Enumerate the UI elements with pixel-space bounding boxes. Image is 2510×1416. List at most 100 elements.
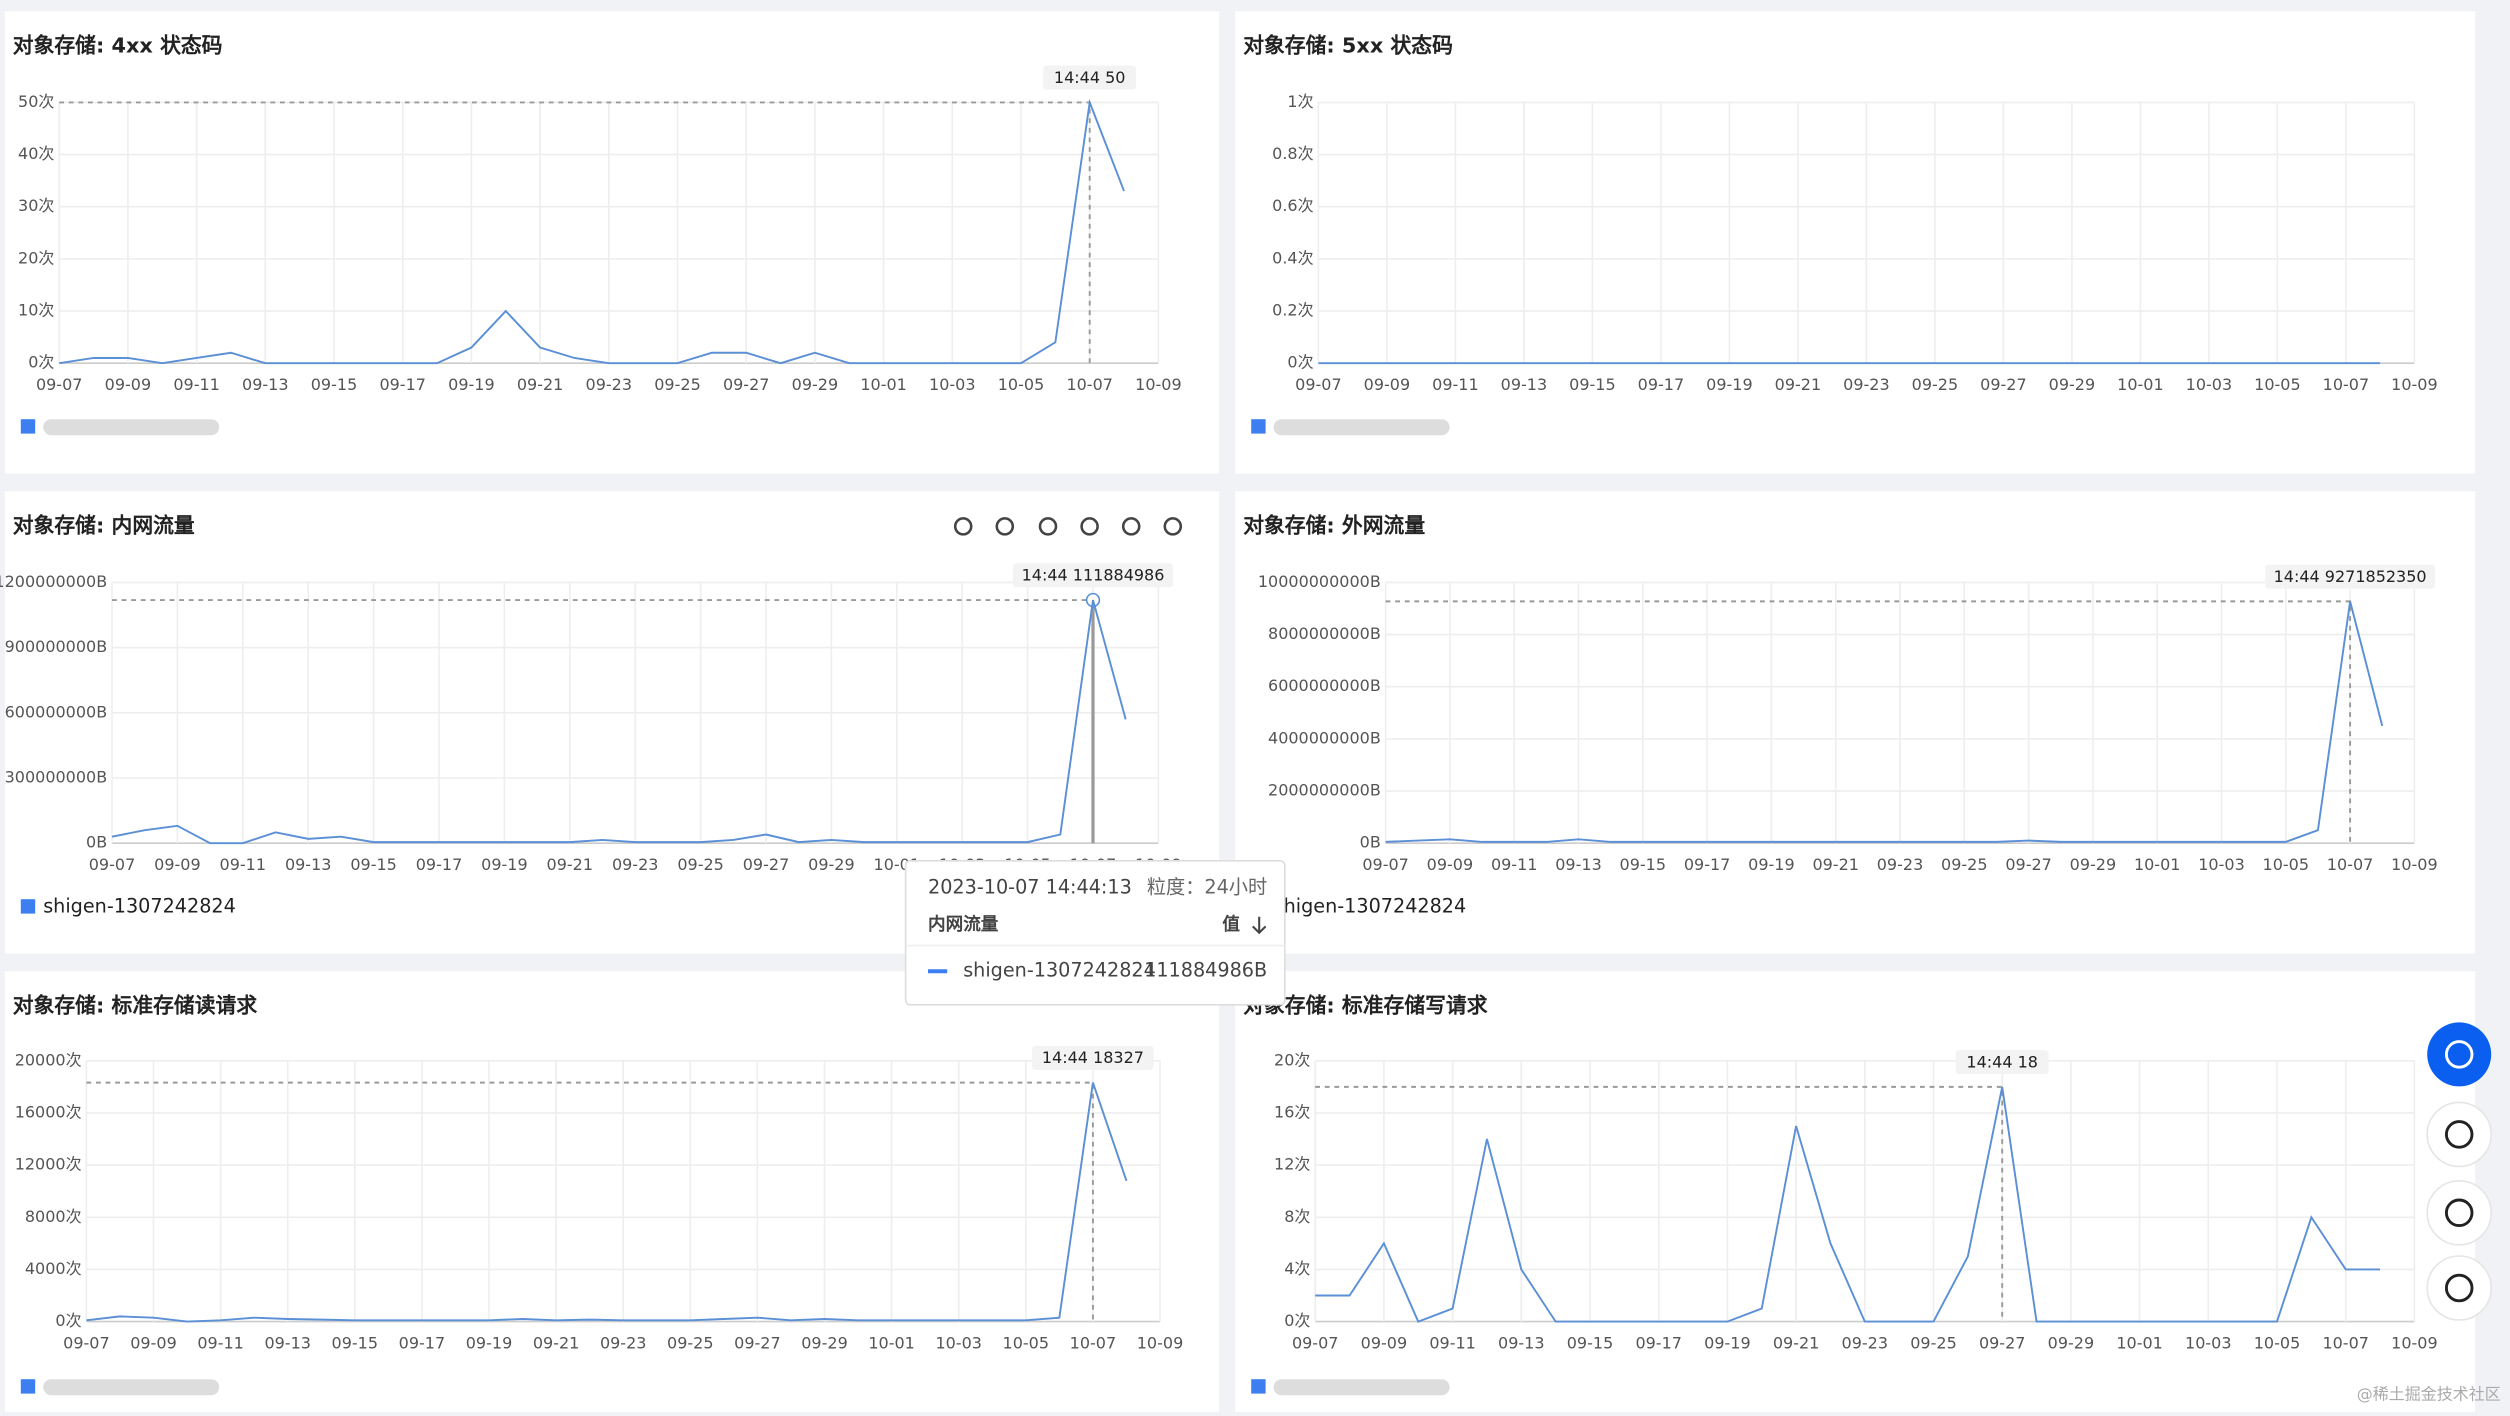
x-tick-label: 09-07 (89, 855, 136, 874)
x-tick-label: 09-19 (448, 375, 495, 394)
legend-swatch (20, 1379, 36, 1394)
toolbar-icon[interactable] (1038, 517, 1058, 536)
x-tick-label: 09-13 (1498, 1334, 1545, 1353)
y-tick-label: 1次 (1287, 92, 1313, 111)
y-tick-label: 12次 (1274, 1155, 1310, 1174)
x-tick-label: 09-13 (264, 1334, 311, 1353)
y-tick-label: 0B (86, 833, 107, 852)
float-button[interactable] (2426, 1101, 2493, 1168)
x-tick-label: 10-09 (2391, 855, 2438, 874)
x-tick-label: 09-21 (517, 375, 564, 394)
legend-swatch (20, 899, 36, 914)
chart-title: 对象存储: 外网流量 (1243, 513, 1425, 537)
x-tick-label: 10-03 (935, 1334, 982, 1353)
x-tick-label: 09-17 (1635, 1334, 1681, 1353)
x-tick-label: 09-27 (723, 375, 770, 394)
x-tick-label: 09-27 (2005, 855, 2052, 874)
annotation-box (2265, 564, 2435, 589)
tooltip-time: 2023-10-07 14:44:13 (928, 876, 1132, 899)
mark-line (86, 1081, 1094, 1322)
legend-blurred (1273, 419, 1450, 436)
y-tick-label: 4次 (1284, 1259, 1310, 1278)
y-tick-label: 1200000000B (0, 572, 107, 591)
x-tick-label: 09-07 (1362, 855, 1409, 874)
float-icon (2444, 1120, 2474, 1149)
annotation-box (1043, 65, 1137, 90)
panel (1235, 491, 2476, 954)
x-tick-label: 10-01 (2116, 1334, 2163, 1353)
series-line (1385, 601, 2384, 843)
x-tick-label: 10-05 (2263, 855, 2310, 874)
x-tick-label: 09-07 (63, 1334, 109, 1353)
x-tick-label: 09-17 (416, 855, 463, 874)
toolbar-icon[interactable] (953, 517, 973, 536)
legend-swatch (1251, 419, 1266, 434)
x-tick-label: 09-29 (2048, 1334, 2095, 1353)
tooltip-granularity: 粒度：24小时 (1147, 876, 1267, 899)
toolbar-icon[interactable] (1080, 517, 1099, 536)
toolbar-icon[interactable] (995, 517, 1015, 536)
y-tick-label: 16次 (1274, 1102, 1310, 1121)
y-tick-label: 0.6次 (1272, 196, 1313, 215)
x-tick-label: 09-09 (1364, 375, 1411, 394)
y-tick-label: 0次 (1287, 353, 1313, 372)
x-tick-label: 10-05 (998, 375, 1045, 394)
watermark: @稀土掘金技术社区 (2357, 1385, 2501, 1404)
x-tick-label: 09-25 (667, 1334, 714, 1353)
x-tick-label: 09-15 (311, 375, 358, 394)
chart-title: 对象存储: 4xx 状态码 (13, 33, 223, 57)
x-tick-label: 09-11 (1432, 375, 1479, 394)
series-line (111, 599, 1127, 845)
x-tick-label: 09-11 (1429, 1334, 1476, 1353)
chart-title: 对象存储: 5xx 状态码 (1243, 33, 1453, 57)
y-tick-label: 20次 (1274, 1050, 1310, 1069)
y-tick-label: 8000000000B (1268, 624, 1381, 643)
panel (1235, 971, 2476, 1416)
x-tick-label: 09-15 (350, 855, 397, 874)
legend-swatch (20, 419, 36, 434)
tooltip-value-header: 值 (1222, 914, 1240, 935)
y-tick-label: 600000000B (5, 702, 108, 721)
annotation-box (1013, 563, 1173, 588)
x-tick-label: 10-07 (1070, 1334, 1117, 1353)
annotation: 14:44 111884986 (1022, 566, 1165, 585)
float-button[interactable] (2426, 1180, 2493, 1246)
x-tick-label: 09-13 (242, 375, 289, 394)
toolbar-icon[interactable] (1121, 517, 1141, 536)
y-tick-label: 4000000000B (1268, 728, 1381, 747)
x-tick-label: 09-11 (1491, 855, 1538, 874)
x-tick-label: 09-29 (801, 1334, 848, 1353)
float-button[interactable] (2427, 1022, 2492, 1087)
y-tick-label: 0.8次 (1272, 144, 1313, 163)
series-line (86, 1082, 1128, 1323)
x-tick-label: 09-19 (1706, 375, 1753, 394)
y-tick-label: 0次 (28, 353, 54, 372)
toolbar-icon[interactable] (1163, 517, 1183, 536)
x-tick-label: 09-17 (1684, 855, 1731, 874)
float-icon (2444, 1198, 2474, 1228)
y-tick-label: 900000000B (5, 637, 108, 656)
x-tick-label: 09-07 (36, 375, 83, 394)
y-tick-label: 300000000B (5, 768, 108, 787)
x-tick-label: 09-23 (1843, 375, 1890, 394)
x-tick-label: 10-05 (1003, 1334, 1050, 1353)
y-tick-label: 8000次 (25, 1207, 82, 1226)
x-tick-label: 09-07 (1292, 1334, 1339, 1353)
x-tick-label: 09-17 (1638, 375, 1685, 394)
x-tick-label: 10-03 (2186, 375, 2233, 394)
x-tick-label: 09-17 (379, 375, 426, 394)
float-button[interactable] (2426, 1255, 2493, 1321)
x-tick-label: 09-21 (547, 855, 594, 874)
x-tick-label: 09-27 (1979, 1334, 2026, 1353)
x-tick-label: 09-07 (1295, 375, 1342, 394)
tooltip-series: shigen-1307242824 (963, 959, 1156, 982)
series-line (59, 98, 1125, 365)
x-tick-label: 09-27 (743, 855, 790, 874)
x-tick-label: 10-07 (2327, 855, 2374, 874)
x-tick-label: 09-23 (600, 1334, 647, 1353)
x-tick-label: 10-03 (2185, 1334, 2232, 1353)
tooltip-value: 111884986B (1144, 959, 1267, 982)
legend-swatch (1251, 1379, 1266, 1394)
x-tick-label: 09-15 (1620, 855, 1667, 874)
